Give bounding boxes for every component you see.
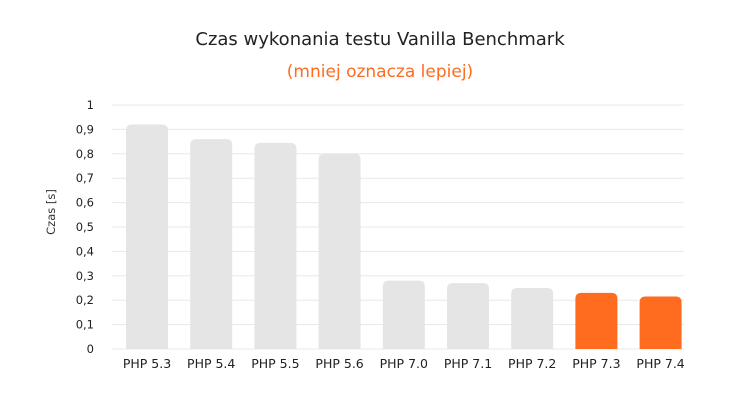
bar-php-7-4 [639, 296, 682, 349]
y-tick-label: 0,8 [76, 147, 94, 161]
bar-php-7-3 [575, 292, 618, 349]
y-tick-label: 0 [87, 342, 94, 356]
y-tick-label: 0,3 [76, 269, 94, 283]
x-tick-label: PHP 7.2 [508, 356, 556, 371]
bar-php-7-1 [447, 283, 489, 349]
bar-php-5-5 [254, 142, 297, 349]
x-tick-label: PHP 7.4 [636, 356, 684, 371]
y-tick-label: 0,1 [76, 318, 94, 332]
y-tick-label: 0,9 [76, 122, 94, 136]
y-tick-label: 0,4 [76, 244, 94, 258]
y-tick-label: 0,5 [76, 220, 94, 234]
chart-subtitle: (mniej oznacza lepiej) [286, 62, 474, 82]
y-axis-title: Czas [s] [44, 189, 58, 235]
x-tick-label: PHP 7.1 [444, 356, 492, 371]
x-tick-label: PHP 7.3 [572, 356, 620, 371]
bar-php-5-6 [318, 153, 361, 349]
chart-title: Czas wykonania testu Vanilla Benchmark [195, 29, 565, 50]
bar-php-5-4 [190, 139, 233, 349]
bar-php-5-3 [126, 124, 168, 350]
x-axis-labels: PHP 5.3 PHP 5.4 PHP 5.5 PHP 5.6 PHP 7.0 PHP 7… [123, 356, 685, 371]
x-tick-label: PHP 5.3 [123, 356, 171, 371]
y-tick-label: 0,7 [76, 171, 94, 185]
bars [126, 124, 682, 350]
x-tick-label: PHP 7.0 [380, 356, 428, 371]
y-tick-label: 1 [87, 98, 94, 112]
x-tick-label: PHP 5.5 [251, 356, 299, 371]
y-tick-label: 0,6 [76, 196, 94, 210]
x-tick-label: PHP 5.4 [187, 356, 235, 371]
bar-php-7-2 [511, 288, 554, 349]
x-tick-label: PHP 5.6 [315, 356, 363, 371]
bar-php-7-0 [382, 280, 425, 349]
y-tick-label: 0,2 [76, 293, 94, 307]
y-axis-ticks: 0 0,1 0,2 0,3 0,4 0,5 0,6 0,7 0,8 0,9 1 [76, 98, 94, 356]
